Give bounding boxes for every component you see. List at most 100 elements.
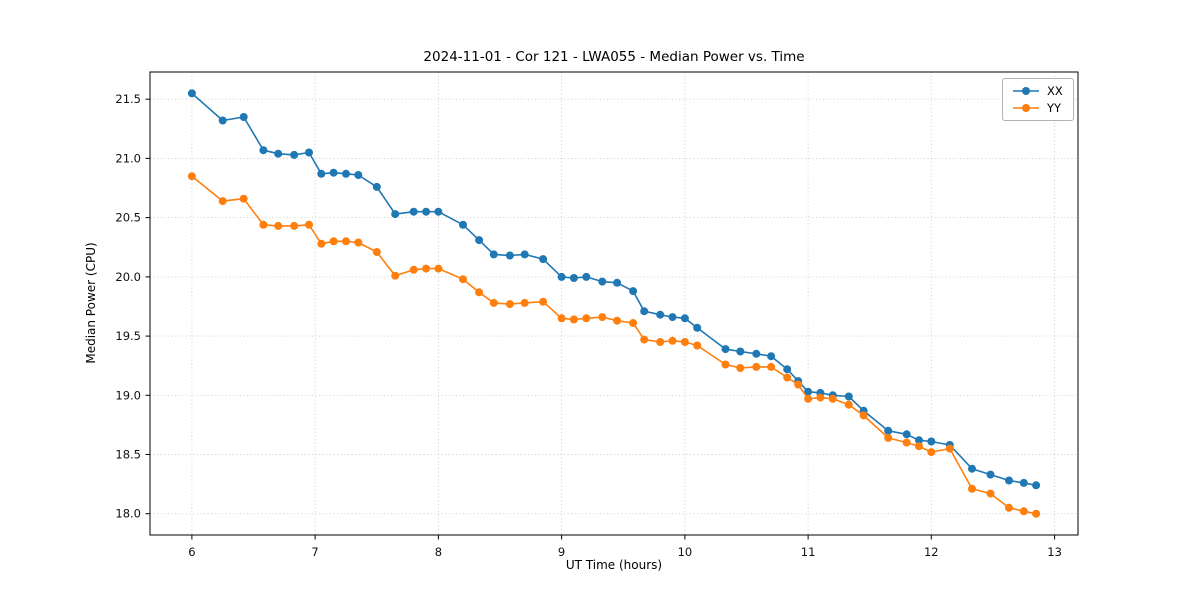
data-point-XX	[520, 250, 529, 259]
data-point-YY	[629, 319, 638, 327]
data-point-XX	[844, 392, 853, 401]
data-point-XX	[1032, 481, 1041, 490]
chart-title: 2024-11-01 - Cor 121 - LWA055 - Median P…	[423, 49, 805, 65]
data-point-YY	[434, 264, 443, 273]
data-point-YY	[422, 264, 431, 273]
svg-text:13: 13	[1047, 545, 1062, 559]
svg-text:12: 12	[924, 545, 939, 559]
svg-text:18.5: 18.5	[115, 448, 141, 462]
data-point-XX	[783, 365, 792, 374]
data-point-YY	[520, 298, 529, 307]
data-point-YY	[305, 220, 313, 229]
data-point-XX	[489, 250, 498, 259]
svg-text:7: 7	[311, 545, 318, 559]
data-point-XX	[693, 323, 702, 332]
data-point-YY	[1005, 503, 1013, 512]
data-point-YY	[783, 373, 792, 382]
data-point-YY	[557, 314, 566, 323]
data-point-XX	[317, 169, 326, 178]
data-point-XX	[902, 430, 911, 439]
data-point-XX	[640, 307, 649, 316]
data-point-YY	[613, 316, 622, 325]
data-point-YY	[409, 265, 418, 274]
series-line-XX	[191, 92, 1037, 487]
data-point-YY	[505, 300, 514, 309]
data-point-YY	[721, 360, 730, 369]
data-point-XX	[290, 150, 299, 159]
grid	[150, 72, 1078, 535]
svg-text:9: 9	[558, 545, 565, 559]
data-point-YY	[290, 221, 299, 230]
x-axis-label: UT Time (hours)	[565, 558, 663, 572]
data-point-YY	[927, 448, 936, 457]
data-point-XX	[329, 168, 338, 177]
legend: XX YY	[1002, 78, 1074, 121]
data-point-XX	[505, 251, 514, 260]
data-point-YY	[945, 444, 954, 453]
legend-swatch-xx-icon	[1013, 87, 1039, 95]
data-point-XX	[342, 169, 350, 178]
series-XX	[187, 89, 1041, 490]
data-point-YY	[859, 411, 868, 420]
data-point-XX	[629, 287, 638, 296]
data-point-XX	[927, 437, 936, 446]
svg-text:6: 6	[188, 545, 195, 559]
data-point-XX	[259, 146, 268, 155]
data-point-XX	[598, 277, 607, 286]
legend-swatch-yy-icon	[1013, 104, 1039, 112]
data-point-XX	[539, 255, 548, 264]
data-point-YY	[680, 338, 689, 346]
svg-text:8: 8	[435, 545, 442, 559]
data-point-XX	[736, 347, 745, 356]
data-point-XX	[1005, 476, 1013, 485]
data-point-XX	[613, 278, 622, 287]
data-point-YY	[459, 275, 467, 284]
data-point-YY	[656, 338, 665, 346]
data-point-YY	[475, 288, 484, 297]
svg-text:19.0: 19.0	[115, 388, 141, 402]
data-point-XX	[239, 113, 248, 121]
data-point-XX	[680, 314, 689, 323]
svg-text:11: 11	[801, 545, 816, 559]
data-point-YY	[816, 393, 825, 402]
data-point-XX	[459, 220, 467, 229]
data-point-YY	[259, 220, 268, 229]
data-point-YY	[968, 484, 976, 493]
data-point-YY	[372, 248, 381, 256]
data-point-XX	[391, 210, 400, 219]
data-point-XX	[884, 426, 893, 435]
data-point-XX	[915, 436, 923, 445]
data-point-YY	[329, 237, 338, 246]
data-point-YY	[752, 362, 761, 371]
data-point-XX	[582, 272, 591, 281]
data-point-YY	[317, 239, 326, 248]
data-point-YY	[986, 489, 995, 498]
data-point-YY	[598, 313, 607, 322]
data-point-YY	[804, 394, 813, 403]
data-point-YY	[1032, 509, 1041, 518]
svg-text:20.0: 20.0	[115, 270, 141, 284]
svg-text:21.5: 21.5	[115, 92, 141, 106]
data-point-XX	[804, 387, 813, 396]
x-tick-labels: 6 7 8 9 10 11 12 13	[188, 535, 1062, 559]
data-point-YY	[640, 335, 649, 344]
data-point-YY	[274, 221, 283, 230]
data-point-XX	[187, 89, 196, 98]
data-point-XX	[668, 313, 677, 322]
data-point-YY	[828, 394, 837, 403]
legend-entry-yy: YY	[1011, 101, 1063, 115]
data-point-XX	[409, 207, 418, 216]
data-point-YY	[489, 298, 498, 307]
data-point-XX	[422, 207, 431, 216]
data-point-XX	[986, 470, 995, 479]
data-point-XX	[557, 272, 566, 281]
plot-frame	[149, 71, 1079, 536]
data-point-YY	[668, 336, 677, 345]
data-point-YY	[569, 315, 578, 324]
data-point-YY	[539, 297, 548, 306]
data-point-YY	[1019, 507, 1028, 516]
series-line-YY	[191, 175, 1037, 515]
data-point-YY	[342, 237, 350, 246]
